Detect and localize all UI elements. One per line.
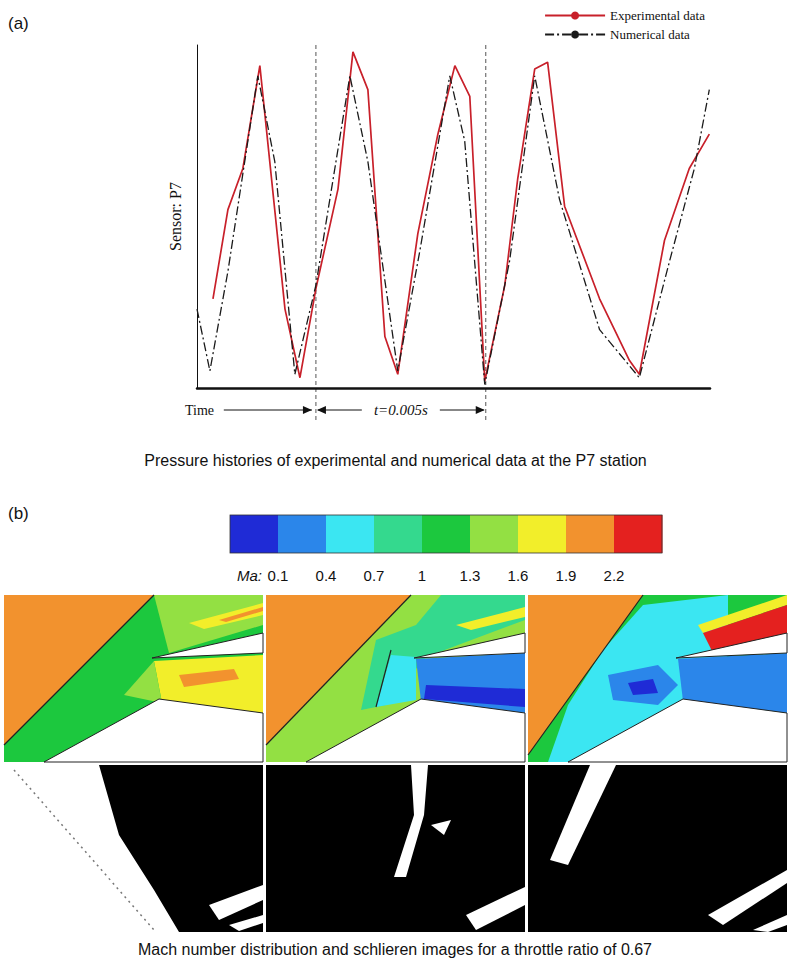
svg-text:1.3: 1.3 [460, 567, 481, 584]
html-text:Pressure histories of experime: Pressure histories of experimental and n… [144, 452, 647, 469]
svg-text:Numerical data: Numerical data [610, 27, 690, 42]
svg-text:(b): (b) [8, 504, 29, 523]
svg-text:1.9: 1.9 [556, 567, 577, 584]
svg-text:t=0.005s: t=0.005s [374, 402, 428, 418]
svg-text:1.6: 1.6 [508, 567, 529, 584]
svg-text:Sensor: P7: Sensor: P7 [167, 182, 184, 251]
svg-text:Time: Time [185, 403, 214, 418]
svg-text:Mach number distribution and s: Mach number distribution and schlieren i… [138, 941, 652, 958]
svg-text:Experimental data: Experimental data [610, 8, 705, 23]
svg-text:0.4: 0.4 [316, 567, 337, 584]
svg-text:0.1: 0.1 [268, 567, 289, 584]
svg-text:Ma:: Ma: [237, 567, 262, 584]
svg-text:1: 1 [418, 567, 426, 584]
svg-text:2.2: 2.2 [604, 567, 625, 584]
html-text:(a): (a) [8, 14, 29, 33]
svg-text:0.7: 0.7 [364, 567, 385, 584]
